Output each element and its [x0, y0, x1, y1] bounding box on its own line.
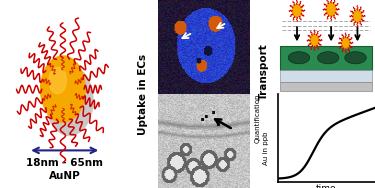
Circle shape [353, 10, 362, 22]
Text: 18nm - 65nm: 18nm - 65nm [26, 158, 103, 168]
Bar [280, 70, 372, 82]
Ellipse shape [345, 52, 366, 64]
Circle shape [326, 3, 336, 16]
Text: Uptake in ECs: Uptake in ECs [138, 53, 148, 135]
Text: Transport: Transport [258, 43, 268, 100]
X-axis label: time: time [316, 184, 337, 188]
Bar [280, 82, 372, 91]
Bar [280, 46, 372, 70]
Ellipse shape [318, 52, 339, 64]
Circle shape [310, 34, 319, 46]
Text: Quantification: Quantification [255, 94, 261, 143]
Circle shape [40, 56, 85, 122]
Text: AuNP: AuNP [49, 171, 81, 181]
Circle shape [46, 66, 93, 136]
Circle shape [49, 67, 66, 94]
Circle shape [342, 37, 350, 49]
Ellipse shape [288, 52, 310, 64]
Text: Au in ppb: Au in ppb [263, 132, 269, 165]
Circle shape [292, 4, 302, 17]
